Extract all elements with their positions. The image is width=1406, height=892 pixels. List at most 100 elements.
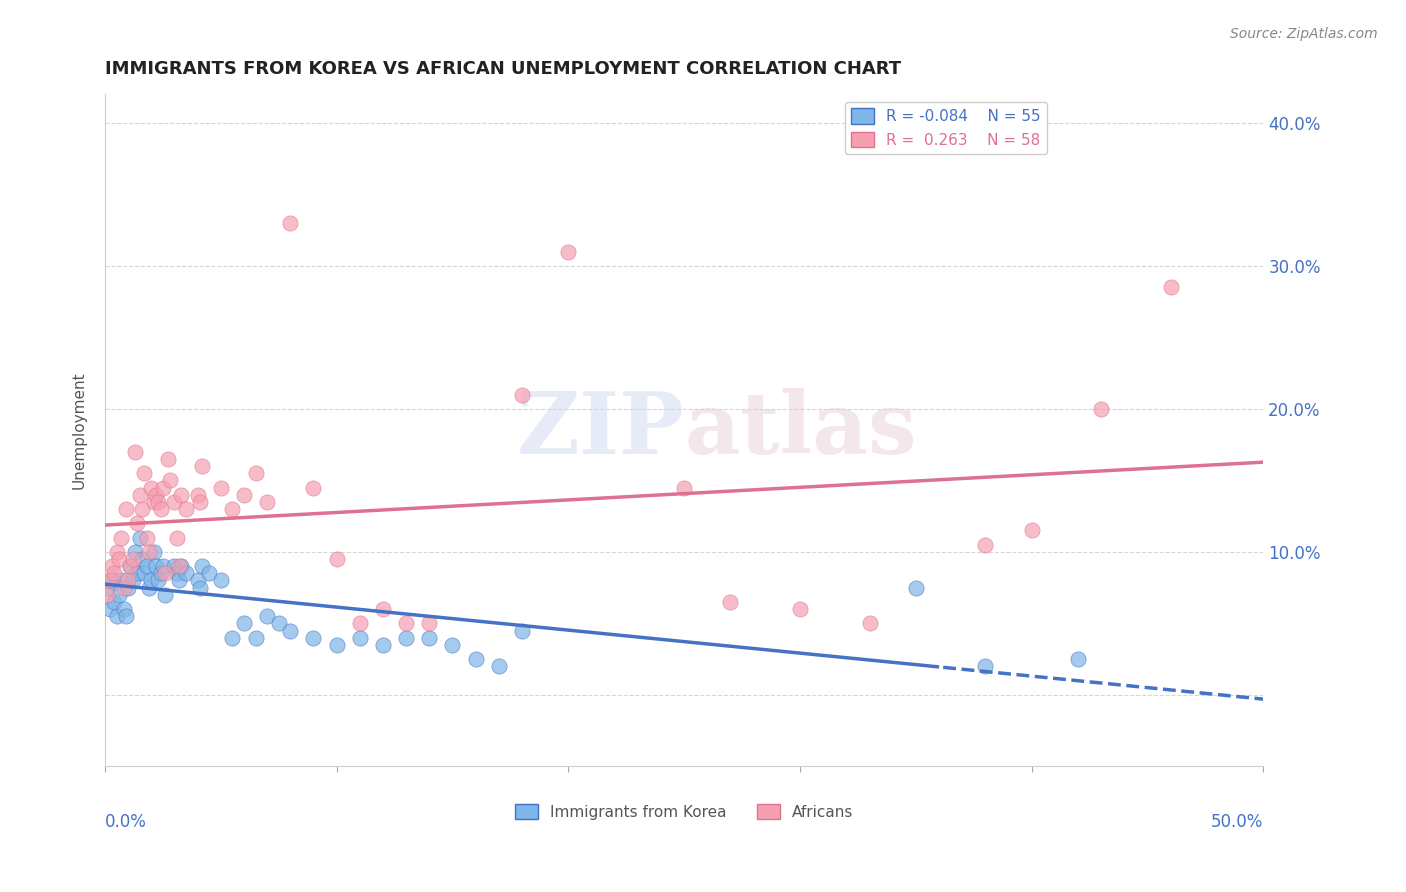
Point [441, 638, 464, 652]
Point [170, 488, 193, 502]
Point [148, 574, 170, 588]
Point [198, 566, 221, 581]
Point [163, 559, 186, 574]
Point [124, 545, 146, 559]
Point [134, 467, 156, 481]
Point [267, 616, 290, 631]
Point [191, 559, 214, 574]
Point [117, 574, 139, 588]
Point [174, 502, 197, 516]
Point [128, 488, 150, 502]
Point [167, 559, 190, 574]
Point [121, 574, 143, 588]
Point [233, 616, 256, 631]
Point [1160, 280, 1182, 294]
Point [1021, 524, 1043, 538]
Point [145, 559, 167, 574]
Point [510, 624, 533, 638]
Point [233, 488, 256, 502]
Point [904, 581, 927, 595]
Point [115, 609, 138, 624]
Point [349, 616, 371, 631]
Point [188, 495, 211, 509]
Point [418, 631, 440, 645]
Point [149, 566, 172, 581]
Point [221, 631, 243, 645]
Point [974, 659, 997, 673]
Point [1090, 401, 1112, 416]
Point [131, 552, 153, 566]
Point [163, 495, 186, 509]
Point [395, 616, 418, 631]
Point [121, 552, 143, 566]
Point [98, 602, 121, 616]
Point [209, 481, 232, 495]
Point [395, 631, 418, 645]
Point [156, 452, 179, 467]
Point [488, 659, 510, 673]
Point [325, 638, 347, 652]
Point [170, 559, 193, 574]
Point [108, 588, 131, 602]
Point [98, 574, 121, 588]
Point [105, 609, 128, 624]
Point [103, 595, 125, 609]
Point [141, 481, 163, 495]
Point [174, 566, 197, 581]
Point [108, 552, 131, 566]
Point [120, 559, 142, 574]
Point [103, 566, 125, 581]
Point [142, 495, 165, 509]
Point [110, 574, 132, 588]
Point [302, 481, 325, 495]
Point [112, 602, 135, 616]
Point [371, 602, 394, 616]
Point [278, 216, 301, 230]
Text: IMMIGRANTS FROM KOREA VS AFRICAN UNEMPLOYMENT CORRELATION CHART: IMMIGRANTS FROM KOREA VS AFRICAN UNEMPLO… [105, 60, 901, 78]
Text: ZIP: ZIP [516, 388, 685, 473]
Point [110, 531, 132, 545]
Point [138, 581, 160, 595]
Point [858, 616, 880, 631]
Point [135, 531, 157, 545]
Point [120, 559, 142, 574]
Text: 0.0%: 0.0% [105, 814, 146, 831]
Point [128, 531, 150, 545]
Point [187, 574, 209, 588]
Text: 50.0%: 50.0% [1211, 814, 1264, 831]
Point [789, 602, 811, 616]
Point [101, 574, 124, 588]
Point [155, 588, 177, 602]
Point [142, 545, 165, 559]
Point [557, 244, 579, 259]
Point [245, 467, 267, 481]
Text: Source: ZipAtlas.com: Source: ZipAtlas.com [1230, 27, 1378, 41]
Point [256, 609, 278, 624]
Point [134, 566, 156, 581]
Point [152, 559, 174, 574]
Point [131, 502, 153, 516]
Point [325, 552, 347, 566]
Point [138, 545, 160, 559]
Point [166, 531, 188, 545]
Point [141, 574, 163, 588]
Point [159, 474, 181, 488]
Point [101, 559, 124, 574]
Point [302, 631, 325, 645]
Point [127, 516, 149, 531]
Point [124, 445, 146, 459]
Point [974, 538, 997, 552]
Point [155, 566, 177, 581]
Point [112, 581, 135, 595]
Point [135, 559, 157, 574]
Point [278, 624, 301, 638]
Point [188, 581, 211, 595]
Point [105, 545, 128, 559]
Point [152, 481, 174, 495]
Point [256, 495, 278, 509]
Point [145, 488, 167, 502]
Point [127, 566, 149, 581]
Y-axis label: Unemployment: Unemployment [72, 372, 86, 489]
Point [371, 638, 394, 652]
Point [418, 616, 440, 631]
